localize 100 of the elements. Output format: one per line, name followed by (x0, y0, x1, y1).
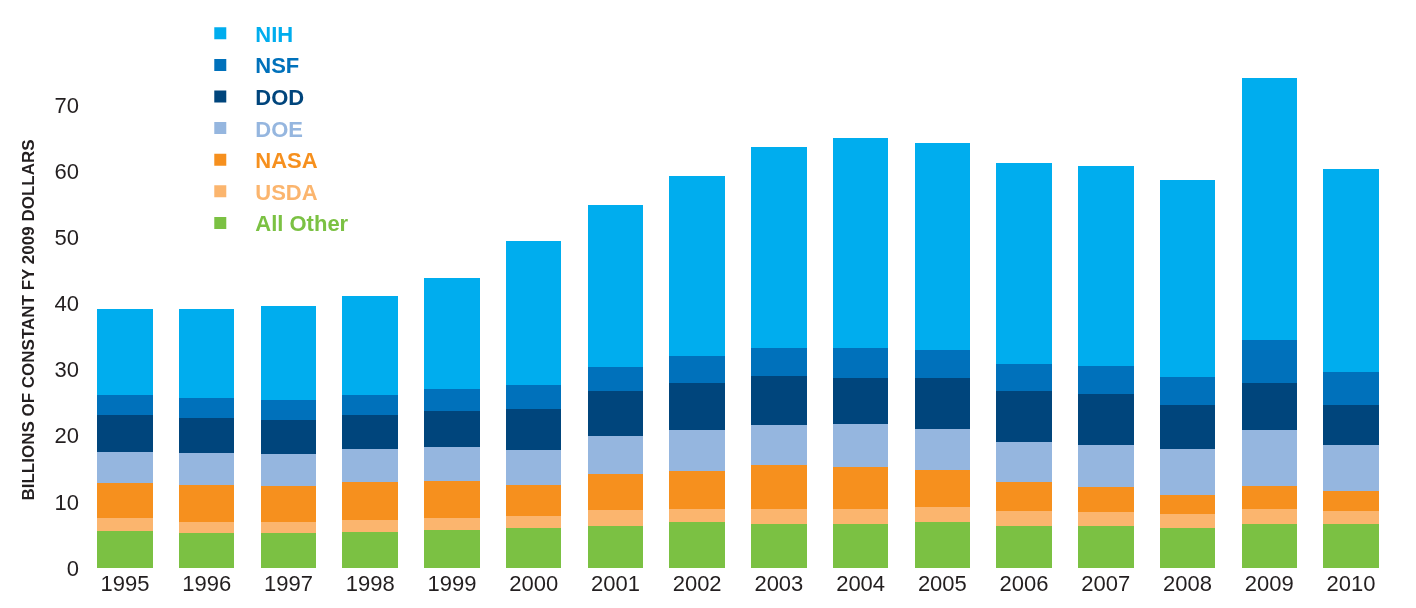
bar (178, 398, 235, 418)
bar (260, 306, 317, 401)
x-tick-label: 2009 (1244, 571, 1294, 596)
bar (1241, 77, 1298, 340)
x-tick-label: 1996 (182, 571, 232, 596)
bar (996, 441, 1052, 483)
y-tick-label: 60 (54, 158, 79, 184)
bar (1078, 511, 1134, 527)
bar (1241, 430, 1298, 486)
bar (1323, 371, 1379, 406)
bar (996, 511, 1052, 526)
bar (587, 474, 644, 510)
bar (1159, 448, 1216, 495)
bar (97, 308, 153, 395)
bar (832, 423, 889, 467)
bar (1159, 376, 1216, 405)
bar (1159, 527, 1216, 568)
bar (178, 532, 235, 568)
bar (587, 204, 644, 367)
bar (996, 163, 1052, 365)
bar (260, 485, 317, 523)
bar (424, 278, 480, 390)
x-tick-label: 2001 (590, 571, 640, 596)
bar (342, 520, 398, 533)
x-tick-label: 2000 (509, 571, 559, 596)
bar (751, 509, 807, 525)
bar (996, 364, 1052, 392)
bar (178, 521, 235, 533)
bar (1241, 523, 1298, 568)
bar (178, 417, 235, 453)
bar (832, 377, 889, 424)
bar (97, 394, 153, 415)
x-tick-label: 1997 (263, 571, 313, 596)
bar (505, 515, 562, 529)
bar (505, 385, 562, 409)
bar (178, 484, 235, 522)
bar (1323, 168, 1379, 372)
x-tick-label: 1999 (427, 571, 477, 596)
x-tick-label: 2010 (1326, 571, 1376, 596)
bar (1323, 490, 1379, 512)
y-tick-label: 30 (54, 357, 79, 383)
bar (178, 452, 235, 485)
bar (97, 414, 153, 453)
legend-label: DOE (255, 116, 303, 142)
bar (587, 435, 644, 475)
bar (1241, 383, 1298, 431)
bar (1241, 485, 1298, 510)
bar (1241, 339, 1298, 384)
bar (1078, 165, 1134, 367)
bar (914, 470, 971, 508)
bar (751, 425, 807, 466)
bar (914, 142, 971, 350)
bar (97, 530, 153, 568)
bar (669, 522, 725, 568)
bar (260, 400, 317, 420)
bar (832, 347, 889, 378)
x-tick-label: 2006 (999, 571, 1049, 596)
legend-label: NIH (255, 21, 294, 47)
bar (587, 509, 644, 526)
bar (260, 454, 317, 486)
bar (260, 522, 317, 533)
bar (97, 482, 153, 519)
bar (1159, 513, 1216, 528)
bar (1323, 524, 1379, 568)
bar (505, 528, 562, 568)
y-tick-label: 10 (54, 489, 79, 515)
bar (1159, 494, 1216, 514)
bar (424, 480, 480, 519)
bar (424, 389, 480, 411)
bar (1159, 180, 1216, 377)
bar (342, 532, 398, 568)
bar (1323, 511, 1379, 525)
bar (424, 446, 480, 481)
bar (914, 521, 971, 568)
bar (587, 391, 644, 436)
bar (1323, 405, 1379, 445)
bar (1078, 526, 1134, 568)
bar (669, 471, 725, 510)
bar (1241, 509, 1298, 524)
x-tick-label: 2007 (1081, 571, 1131, 596)
bar (832, 524, 889, 568)
y-tick-label: 70 (54, 92, 79, 118)
bar (832, 466, 889, 510)
bar (914, 349, 971, 378)
bar (178, 308, 235, 399)
bar (342, 482, 398, 521)
bar (751, 375, 807, 426)
bar (342, 296, 398, 395)
bar (996, 391, 1052, 442)
bar (1159, 404, 1216, 449)
bar (424, 410, 480, 447)
y-tick-label: 40 (54, 291, 79, 317)
bar (505, 408, 562, 451)
bar (97, 518, 153, 531)
bar (914, 377, 971, 430)
bar (342, 394, 398, 415)
x-tick-label: 2008 (1163, 571, 1213, 596)
bar (996, 525, 1052, 568)
bar (1078, 444, 1134, 487)
legend-label: USDA (255, 179, 318, 205)
